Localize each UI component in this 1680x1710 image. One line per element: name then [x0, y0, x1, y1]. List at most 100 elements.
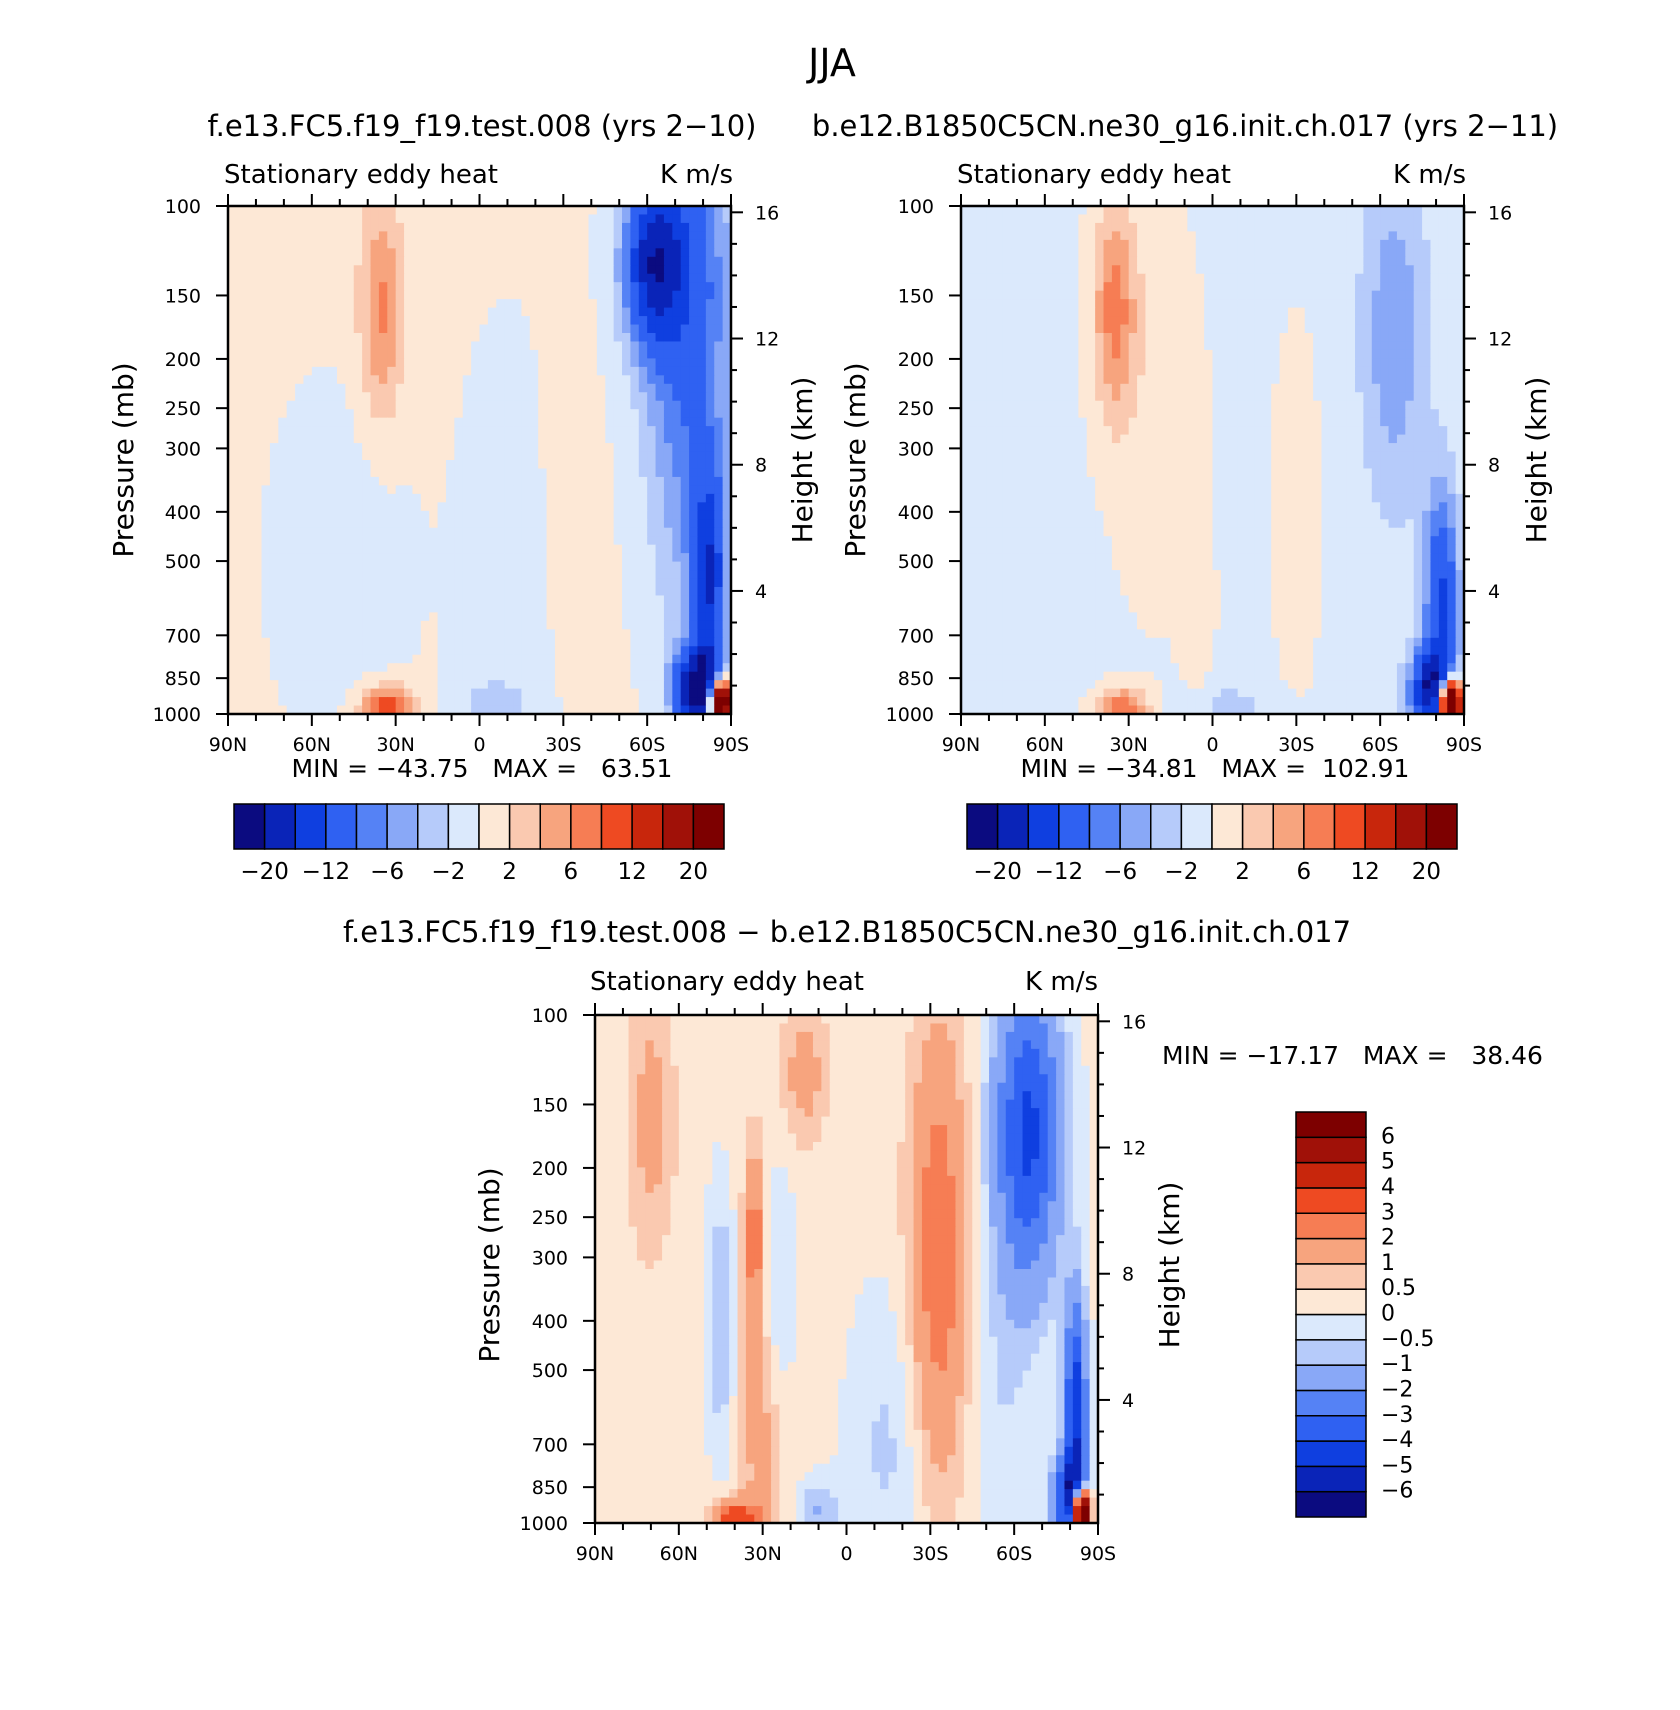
- contour-plot: 90N 60N 30N 0 30S 60S 90S100150200250300400500…: [153, 194, 779, 756]
- contour-cell: [236, 646, 246, 656]
- contour-cell: [378, 468, 388, 478]
- contour-cell: [345, 663, 355, 673]
- contour-cell: [370, 654, 380, 664]
- contour-cell: [479, 443, 489, 453]
- contour-cell: [986, 358, 996, 368]
- contour-cell: [487, 222, 497, 232]
- contour-cell: [605, 290, 615, 300]
- contour-cell: [362, 434, 372, 444]
- contour-cell: [311, 324, 321, 334]
- contour-cell: [1363, 256, 1373, 266]
- contour-cell: [961, 222, 970, 232]
- contour-cell: [378, 519, 388, 529]
- contour-cell: [445, 468, 455, 478]
- contour-cell: [370, 206, 380, 216]
- contour-cell: [1103, 282, 1113, 292]
- contour-cell: [1204, 222, 1214, 232]
- contour-cell: [588, 460, 598, 470]
- contour-cell: [303, 256, 313, 266]
- contour-cell: [1338, 214, 1348, 224]
- contour-cell: [278, 400, 288, 410]
- contour-cell: [437, 409, 447, 419]
- y-tick-label: 150: [165, 285, 201, 307]
- contour-cell: [295, 493, 305, 503]
- contour-cell: [1162, 324, 1172, 334]
- contour-cell: [588, 654, 598, 664]
- contour-cell: [328, 400, 338, 410]
- contour-cell: [295, 383, 305, 393]
- contour-cell: [714, 214, 724, 224]
- contour-cell: [1329, 239, 1339, 249]
- contour-cell: [580, 239, 590, 249]
- contour-cell: [496, 256, 506, 266]
- contour-cell: [445, 510, 455, 520]
- contour-cell: [295, 536, 305, 546]
- contour-cell: [487, 637, 497, 647]
- contour-cell: [1178, 265, 1188, 275]
- contour-cell: [630, 383, 640, 393]
- contour-cell: [454, 248, 464, 258]
- contour-cell: [286, 409, 296, 419]
- contour-cell: [320, 222, 330, 232]
- contour-cell: [278, 570, 288, 580]
- contour-cell: [228, 553, 237, 563]
- contour-cell: [714, 468, 724, 478]
- contour-cell: [328, 697, 338, 707]
- contour-cell: [554, 460, 564, 470]
- contour-cell: [328, 316, 338, 326]
- contour-cell: [977, 383, 987, 393]
- contour-cell: [1296, 349, 1306, 359]
- contour-cell: [420, 214, 430, 224]
- contour-cell: [529, 392, 539, 402]
- contour-cell: [613, 451, 623, 461]
- contour-cell: [1346, 231, 1356, 241]
- contour-cell: [471, 392, 481, 402]
- contour-cell: [387, 307, 397, 317]
- contour-cell: [1237, 290, 1247, 300]
- contour-cell: [622, 333, 631, 343]
- contour-cell: [513, 603, 523, 613]
- contour-cell: [479, 248, 489, 258]
- contour-cell: [437, 248, 447, 258]
- contour-cell: [454, 333, 464, 343]
- contour-cell: [345, 578, 355, 588]
- contour-cell: [420, 426, 430, 436]
- contour-cell: [311, 536, 321, 546]
- contour-cell: [655, 493, 665, 503]
- contour-cell: [1111, 324, 1121, 334]
- contour-cell: [622, 493, 631, 503]
- contour-cell: [336, 426, 346, 436]
- contour-cell: [269, 595, 279, 605]
- contour-cell: [1229, 239, 1239, 249]
- contour-cell: [680, 239, 690, 249]
- contour-cell: [471, 637, 481, 647]
- contour-cell: [496, 290, 506, 300]
- contour-cell: [278, 451, 288, 461]
- contour-cell: [622, 282, 631, 292]
- contour-cell: [722, 333, 732, 343]
- contour-cell: [638, 587, 648, 597]
- contour-cell: [454, 222, 464, 232]
- contour-cell: [378, 553, 388, 563]
- contour-cell: [961, 333, 970, 343]
- contour-cell: [1170, 307, 1180, 317]
- contour-cell: [1178, 256, 1188, 266]
- contour-cell: [471, 375, 481, 385]
- contour-cell: [353, 460, 363, 470]
- contour-cell: [295, 366, 305, 376]
- contour-cell: [462, 409, 472, 419]
- contour-cell: [613, 366, 623, 376]
- contour-cell: [680, 646, 690, 656]
- contour-cell: [504, 519, 514, 529]
- contour-cell: [977, 239, 987, 249]
- contour-cell: [680, 451, 690, 461]
- contour-cell: [1086, 341, 1096, 351]
- contour-cell: [1011, 375, 1021, 385]
- contour-cell: [462, 282, 472, 292]
- contour-cell: [571, 688, 581, 698]
- contour-cell: [353, 587, 363, 597]
- contour-cell: [638, 273, 648, 283]
- contour-cell: [370, 578, 380, 588]
- contour-cell: [437, 620, 447, 630]
- contour-cell: [1262, 214, 1272, 224]
